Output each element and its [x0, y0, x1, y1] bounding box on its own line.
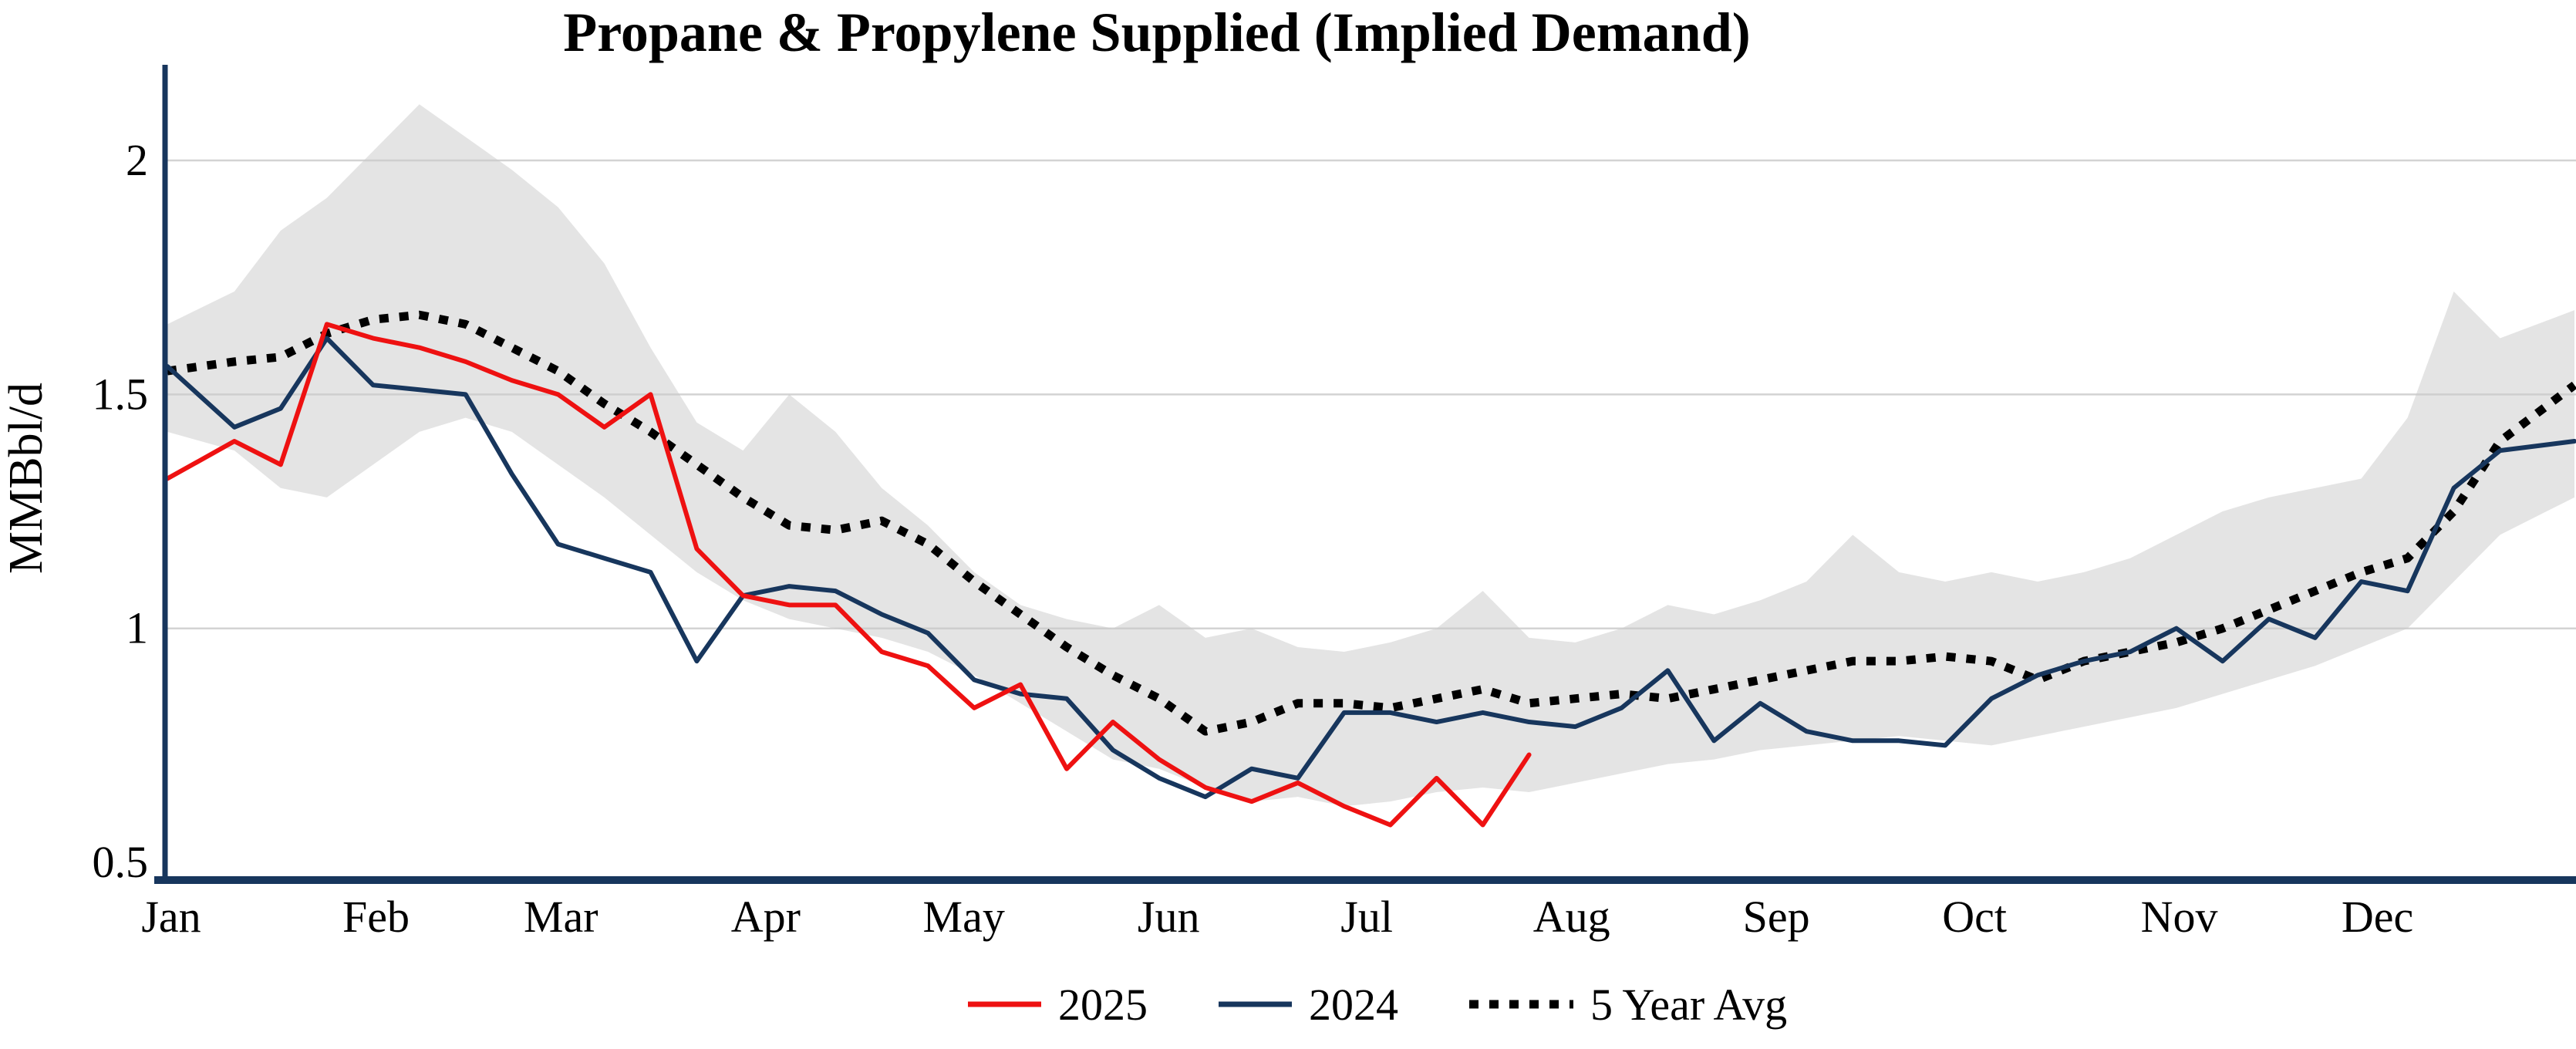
- x-tick-label-nov: Nov: [2141, 892, 2218, 942]
- legend-label-5-year-avg: 5 Year Avg: [1590, 980, 1787, 1030]
- legend-label-2025: 2025: [1058, 980, 1148, 1030]
- x-tick-label-feb: Feb: [342, 892, 410, 942]
- x-tick-label-oct: Oct: [1942, 892, 2007, 942]
- plot-area: 0.5 1 1.5 2 Jan Feb Mar Apr May Jun Jul Aug Sep Oct No…: [93, 65, 2576, 942]
- series-line-2025: [165, 322, 1532, 828]
- legend-label-2024: 2024: [1309, 980, 1398, 1030]
- legend: 2025 2024 5 Year Avg: [968, 980, 1787, 1030]
- y-tick-label: 0.5: [93, 837, 149, 887]
- y-tick-label: 1.5: [93, 369, 149, 419]
- y-tick-label: 1: [126, 603, 148, 653]
- x-tick-label-sep: Sep: [1743, 892, 1810, 942]
- x-tick-label-jan: Jan: [141, 892, 201, 942]
- x-tick-label-aug: Aug: [1533, 892, 1610, 942]
- y-axis-title: MMBbl/d: [0, 383, 52, 574]
- x-tick-label-dec: Dec: [2342, 892, 2413, 942]
- x-tick-label-apr: Apr: [731, 892, 801, 942]
- x-tick-label-may: May: [923, 892, 1005, 942]
- y-tick-label: 2: [126, 135, 148, 185]
- chart-title: Propane & Propylene Supplied (Implied De…: [563, 2, 1751, 63]
- x-tick-label-mar: Mar: [524, 892, 598, 942]
- x-tick-label-jul: Jul: [1340, 892, 1393, 942]
- five-year-range-band: [167, 104, 2574, 807]
- x-tick-label-jun: Jun: [1138, 892, 1200, 942]
- series-line-2024: [165, 336, 2576, 800]
